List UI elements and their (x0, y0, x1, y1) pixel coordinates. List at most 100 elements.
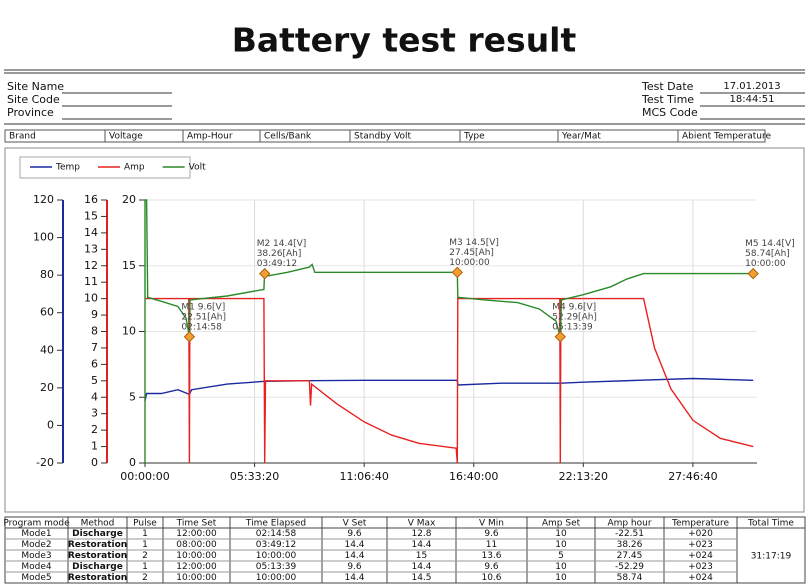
table-cell: 14.5 (411, 573, 431, 583)
table-cell: Mode2 (21, 540, 51, 550)
annotation-text: 58.74[Ah] (745, 249, 790, 259)
legend-label: Amp (124, 163, 145, 173)
y-tick-label: 10 (84, 292, 98, 305)
table-cell: 13.6 (481, 551, 501, 561)
report-title: Battery test result (232, 21, 577, 60)
info-cell (677, 129, 766, 143)
annotation-text: M5 14.4[V] (745, 239, 795, 249)
table-cell: 12:00:00 (176, 529, 217, 539)
annotation-text: 27.45[Ah] (449, 248, 494, 258)
table-header: V Set (343, 519, 367, 529)
chart-frame (4, 147, 805, 513)
y-tick-label: 16 (84, 193, 98, 206)
field-label: Site Name (7, 80, 64, 93)
series-line (144, 199, 754, 463)
x-tick-label: 16:40:00 (449, 470, 498, 483)
table-cell: 9.6 (347, 562, 362, 572)
info-label: Year/Mat (561, 132, 601, 142)
table-header: V Min (479, 519, 504, 529)
y-tick-label: 20 (40, 381, 54, 394)
series-line (144, 377, 754, 402)
table-cell: 9.6 (484, 529, 499, 539)
table-cell: 1 (142, 562, 148, 572)
legend-label: Volt (189, 163, 206, 173)
info-label: Amp-Hour (187, 132, 233, 142)
field-value: 17.01.2013 (723, 81, 780, 92)
table-cell: 02:14:58 (256, 529, 297, 539)
table-cell: 9.6 (347, 529, 362, 539)
x-tick-label: 22:13:20 (559, 470, 608, 483)
table-cell: Discharge (72, 529, 123, 539)
table-header: Amp Set (542, 519, 581, 529)
y-tick-label: 2 (91, 423, 98, 436)
table-cell: 1 (142, 540, 148, 550)
annotation-text: 10:00:00 (745, 259, 786, 269)
table-cell: 14.4 (411, 540, 431, 550)
table-header: Time Set (176, 519, 217, 529)
table-cell: 1 (142, 529, 148, 539)
y-tick-label: 12 (84, 259, 98, 272)
table-header: Program mode (3, 519, 70, 529)
table-cell: 03:49:12 (256, 540, 296, 550)
info-label: Cells/Bank (264, 132, 312, 142)
y-tick-label: 15 (122, 259, 136, 272)
table-cell: 14.4 (344, 551, 364, 561)
y-tick-label: 0 (129, 456, 136, 469)
total-time: 31:17:19 (751, 552, 792, 562)
table-cell: Mode5 (21, 573, 51, 583)
y-tick-label: 11 (84, 275, 98, 288)
table-cell: Mode3 (21, 551, 51, 561)
table-header: Pulse (133, 519, 157, 529)
annotation-text: 10:00:00 (449, 258, 490, 268)
field-label: MCS Code (642, 106, 698, 119)
table-header: V Max (408, 519, 436, 529)
y-tick-label: 4 (91, 390, 98, 403)
table-cell: +023 (688, 562, 713, 572)
y-tick-label: 80 (40, 268, 54, 281)
table-cell: Mode4 (21, 562, 52, 572)
field-label: Test Date (641, 80, 694, 93)
y-tick-label: 3 (91, 407, 98, 420)
table-cell: -52.29 (615, 562, 644, 572)
table-cell: 14.4 (344, 573, 364, 583)
y-tick-label: 40 (40, 343, 54, 356)
y-tick-label: 20 (122, 193, 136, 206)
table-cell: 10:00:00 (176, 551, 217, 561)
table-cell: 27.45 (617, 551, 643, 561)
y-tick-label: 0 (47, 418, 54, 431)
table-cell: 11 (486, 540, 497, 550)
info-label: Brand (9, 132, 36, 142)
legend-label: Temp (55, 163, 80, 173)
x-tick-label: 27:46:40 (668, 470, 717, 483)
marker (183, 331, 196, 343)
field-label: Site Code (7, 93, 60, 106)
info-label: Abient Temperature (682, 132, 771, 142)
annotation-text: 52.29[Ah] (552, 312, 597, 322)
x-tick-label: 00:00:00 (120, 470, 169, 483)
table-cell: 10.6 (481, 573, 501, 583)
table-cell: -22.51 (615, 529, 644, 539)
annotation-text: 22.51[Ah] (181, 312, 226, 322)
table-cell: 12.8 (411, 529, 431, 539)
table-cell: 05:13:39 (256, 562, 297, 572)
y-tick-label: 8 (91, 325, 98, 338)
table-cell: 15 (416, 551, 427, 561)
table-cell: 10 (555, 540, 567, 550)
series-line (145, 297, 754, 464)
marker (747, 267, 759, 280)
y-tick-label: 0 (91, 456, 98, 469)
y-tick-label: 120 (33, 193, 54, 206)
table-cell: 5 (558, 551, 564, 561)
y-tick-label: 7 (91, 341, 98, 354)
table-cell: 10 (555, 573, 567, 583)
annotation-text: 38.26[Ah] (257, 249, 302, 259)
table-header: Total Time (747, 519, 794, 529)
y-tick-label: 13 (84, 242, 98, 255)
table-cell: 2 (142, 573, 148, 583)
y-tick-label: 60 (40, 306, 54, 319)
table-cell: Restoration (68, 573, 127, 583)
table-header: Amp hour (607, 519, 651, 529)
annotation-text: M2 14.4[V] (257, 239, 307, 249)
y-tick-label: -20 (36, 456, 54, 469)
